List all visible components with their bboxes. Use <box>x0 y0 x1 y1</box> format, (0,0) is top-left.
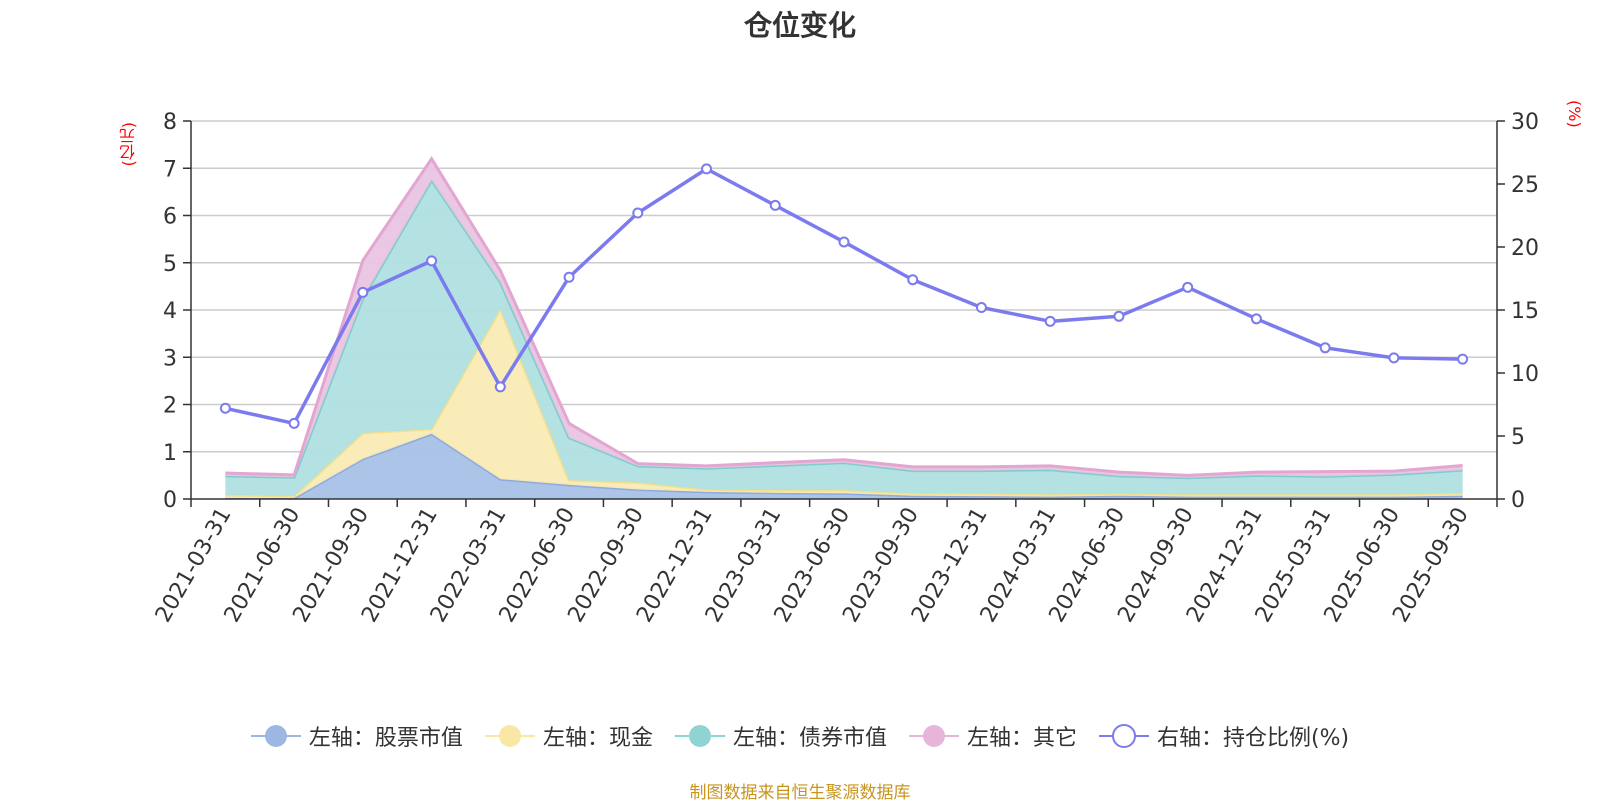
chart-legend: 左轴：股票市值 左轴：现金 左轴：债券市值 左轴：其它 右轴：持仓比例(%) <box>0 720 1600 752</box>
left-tick-label: 2 <box>163 394 177 419</box>
ratio-point <box>1250 313 1262 325</box>
data-source-note: 制图数据来自恒生聚源数据库 <box>689 783 911 803</box>
legend-label: 右轴：持仓比例(%) <box>1156 726 1350 751</box>
right-tick-label: 30 <box>1511 110 1539 135</box>
ratio-point <box>288 417 300 429</box>
legend-item[interactable]: 左轴：股票市值 <box>250 720 463 752</box>
left-tick-label: 1 <box>163 441 177 466</box>
right-tick-label: 0 <box>1511 488 1525 513</box>
ratio-point <box>357 286 369 298</box>
ratio-point <box>1113 310 1125 322</box>
ratio-point <box>769 199 781 211</box>
filled-circle-icon <box>674 725 725 747</box>
ratio-point <box>1044 315 1056 327</box>
ratio-point <box>1182 281 1194 293</box>
left-tick-label: 8 <box>163 110 177 135</box>
ratio-point <box>1319 342 1331 354</box>
left-tick-label: 0 <box>163 488 177 513</box>
ratio-point <box>632 207 644 219</box>
ratio-point <box>701 163 713 175</box>
legend-item[interactable]: 右轴：持仓比例(%) <box>1098 720 1350 752</box>
legend-item[interactable]: 左轴：债券市值 <box>674 720 887 752</box>
right-axis-unit: (%) <box>1565 100 1584 128</box>
area-edge-3 <box>225 156 1463 477</box>
ratio-point <box>907 274 919 286</box>
ratio-point <box>563 271 575 283</box>
right-tick-label: 5 <box>1511 425 1525 450</box>
ratio-point <box>838 236 850 248</box>
filled-circle-icon <box>908 725 959 747</box>
ratio-point <box>426 255 438 267</box>
left-tick-label: 7 <box>163 157 177 182</box>
right-tick-label: 10 <box>1511 362 1539 387</box>
ratio-point <box>975 301 987 313</box>
filled-circle-icon <box>484 725 535 747</box>
left-tick-label: 3 <box>163 346 177 371</box>
legend-item[interactable]: 左轴：现金 <box>484 720 653 752</box>
area-1 <box>225 309 1463 499</box>
legend-item[interactable]: 左轴：其它 <box>908 720 1077 752</box>
right-tick-label: 20 <box>1511 236 1539 261</box>
filled-circle-icon <box>250 725 301 747</box>
legend-label: 左轴：股票市值 <box>308 726 463 751</box>
left-tick-label: 4 <box>163 299 177 324</box>
chart-title: 仓位变化 <box>743 9 856 42</box>
ratio-point <box>219 402 231 414</box>
left-tick-label: 6 <box>163 205 177 230</box>
right-tick-label: 25 <box>1511 173 1539 198</box>
legend-label: 左轴：债券市值 <box>732 726 887 751</box>
hollow-circle-icon <box>1098 724 1149 748</box>
ratio-point <box>494 381 506 393</box>
left-tick-label: 5 <box>163 252 177 277</box>
right-tick-label: 15 <box>1511 299 1539 324</box>
ratio-point <box>1457 353 1469 365</box>
legend-label: 左轴：现金 <box>542 726 653 751</box>
legend-label: 左轴：其它 <box>966 726 1077 751</box>
ratio-point <box>1388 352 1400 364</box>
